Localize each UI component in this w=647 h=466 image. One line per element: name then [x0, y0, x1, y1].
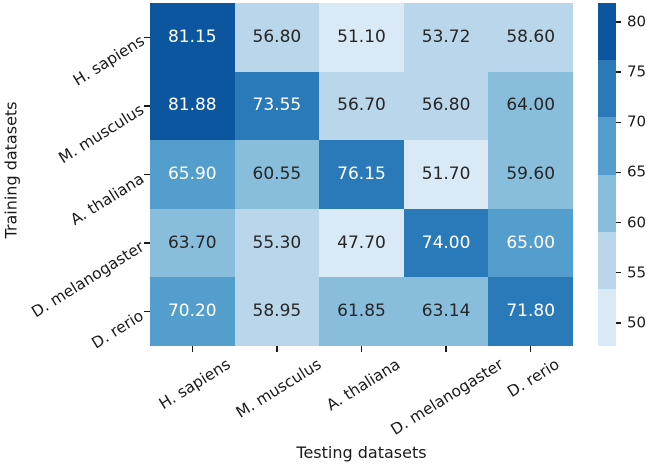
- colorbar-tick-label: 80: [627, 12, 647, 31]
- heatmap-cell: 81.88: [150, 71, 235, 141]
- heatmap-cell: 59.60: [488, 140, 573, 209]
- y-tick-mark: [144, 173, 150, 176]
- y-tick-mark: [144, 311, 150, 313]
- heatmap-cell: 58.60: [488, 3, 573, 72]
- x-tick-mark: [530, 346, 532, 352]
- x-tick-mark: [445, 346, 447, 352]
- x-tick-label: A. thaliana: [323, 355, 404, 415]
- y-tick-mark: [144, 105, 150, 107]
- y-tick-label: M. musculus: [55, 100, 148, 168]
- y-axis-title: Training datasets: [1, 101, 21, 239]
- heatmap-cell: 56.80: [234, 3, 320, 72]
- y-tick-label: A. thaliana: [67, 169, 148, 229]
- heatmap-cell: 71.80: [488, 277, 573, 346]
- colorbar-segment: [598, 60, 616, 118]
- x-tick-label: D. rerio: [504, 355, 563, 401]
- colorbar-segment: [598, 231, 616, 289]
- heatmap-cell: 81.15: [150, 3, 235, 72]
- y-tick-label: D. rerio: [88, 306, 148, 353]
- colorbar-tick-mark: [616, 221, 621, 224]
- heatmap-cell: 65.90: [150, 140, 235, 209]
- heatmap-cell: 64.00: [488, 71, 573, 141]
- heatmap-cell: 63.14: [403, 277, 489, 346]
- heatmap-cell: 47.70: [319, 208, 404, 278]
- colorbar-segment: [598, 174, 616, 232]
- heatmap-grid: 81.15 56.80 51.10 53.72 58.60 81.88 73.55 56.70…: [150, 3, 573, 346]
- colorbar-tick-label: 50: [627, 313, 647, 332]
- heatmap-cell: 53.72: [403, 3, 489, 72]
- y-tick-label: D. melanogaster: [28, 237, 148, 322]
- heatmap-cell: 63.70: [150, 208, 235, 278]
- heatmap-cell: 56.80: [403, 71, 489, 141]
- colorbar-tick-label: 65: [627, 162, 647, 181]
- heatmap-cell: 51.70: [403, 140, 489, 209]
- x-tick-mark: [360, 346, 363, 352]
- heatmap-cell: 55.30: [234, 208, 320, 278]
- y-tick-mark: [144, 242, 150, 244]
- colorbar-tick-mark: [616, 272, 621, 274]
- heatmap-cell: 70.20: [150, 277, 235, 346]
- colorbar-tick-label: 75: [627, 62, 647, 81]
- x-tick-mark: [276, 346, 278, 352]
- colorbar-tick-mark: [616, 71, 621, 73]
- x-tick-mark: [191, 346, 193, 352]
- colorbar-tick-mark: [616, 121, 621, 123]
- colorbar-tick-mark: [616, 171, 621, 174]
- x-tick-label: H. sapiens: [155, 355, 234, 414]
- heatmap-cell: 74.00: [403, 208, 489, 278]
- colorbar-segment: [598, 3, 616, 61]
- colorbar-tick-mark: [616, 322, 621, 324]
- colorbar-tick-label: 55: [627, 263, 647, 282]
- heatmap-cell: 51.10: [319, 3, 404, 72]
- x-tick-label: D. melanogaster: [387, 355, 507, 439]
- colorbar-tick-mark: [616, 21, 621, 23]
- colorbar-segment: [598, 117, 616, 175]
- heatmap-cell: 65.00: [488, 208, 573, 278]
- colorbar-segment: [598, 288, 616, 347]
- y-tick-label: H. sapiens: [69, 31, 148, 90]
- heatmap-cell: 58.95: [234, 277, 320, 346]
- heatmap-cell: 61.85: [319, 277, 404, 346]
- heatmap-cell: 56.70: [319, 71, 404, 141]
- heatmap-cell: 76.15: [319, 140, 404, 209]
- x-tick-label: M. musculus: [233, 355, 325, 422]
- colorbar: [598, 3, 616, 347]
- heatmap-cell: 73.55: [234, 71, 320, 141]
- y-tick-mark: [144, 36, 150, 38]
- colorbar-tick-label: 70: [627, 112, 647, 131]
- x-axis-title: Testing datasets: [296, 443, 427, 462]
- heatmap-cell: 60.55: [234, 140, 320, 209]
- colorbar-tick-label: 60: [627, 213, 647, 232]
